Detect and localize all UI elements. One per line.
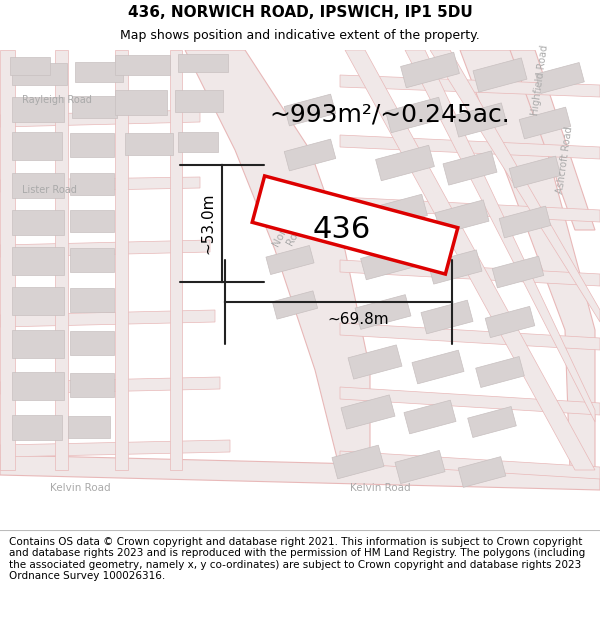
- Polygon shape: [519, 107, 571, 139]
- Polygon shape: [0, 177, 200, 192]
- Polygon shape: [12, 247, 64, 275]
- Polygon shape: [115, 50, 128, 470]
- Text: Rayleigh Road: Rayleigh Road: [22, 95, 92, 105]
- Polygon shape: [12, 173, 64, 198]
- Polygon shape: [453, 103, 507, 137]
- Polygon shape: [70, 173, 114, 195]
- Text: Ashcroft Road: Ashcroft Road: [556, 126, 575, 194]
- Polygon shape: [0, 240, 210, 257]
- Polygon shape: [332, 445, 384, 479]
- Polygon shape: [0, 377, 220, 394]
- Polygon shape: [70, 288, 114, 312]
- Polygon shape: [70, 373, 114, 397]
- Polygon shape: [340, 323, 600, 350]
- Polygon shape: [115, 55, 170, 75]
- Polygon shape: [12, 63, 67, 85]
- Polygon shape: [70, 248, 114, 272]
- Polygon shape: [284, 139, 336, 171]
- Polygon shape: [376, 145, 434, 181]
- Polygon shape: [12, 372, 64, 400]
- Polygon shape: [170, 50, 182, 470]
- Polygon shape: [340, 135, 600, 159]
- Polygon shape: [492, 256, 544, 288]
- Polygon shape: [368, 194, 427, 230]
- Polygon shape: [185, 50, 370, 470]
- Polygon shape: [412, 350, 464, 384]
- Text: ~69.8m: ~69.8m: [328, 312, 389, 328]
- Polygon shape: [421, 300, 473, 334]
- Polygon shape: [401, 52, 460, 88]
- Polygon shape: [536, 62, 584, 94]
- Text: ~53.0m: ~53.0m: [200, 192, 215, 254]
- Polygon shape: [476, 356, 524, 388]
- Text: Highfield Road: Highfield Road: [530, 44, 550, 116]
- Polygon shape: [404, 400, 456, 434]
- Polygon shape: [12, 287, 64, 315]
- Polygon shape: [70, 210, 114, 232]
- Polygon shape: [348, 345, 402, 379]
- Polygon shape: [266, 246, 314, 274]
- Text: 436, NORWICH ROAD, IPSWICH, IP1 5DU: 436, NORWICH ROAD, IPSWICH, IP1 5DU: [128, 5, 472, 20]
- Polygon shape: [12, 330, 64, 358]
- Polygon shape: [125, 133, 173, 155]
- Polygon shape: [510, 50, 595, 230]
- Polygon shape: [252, 176, 458, 274]
- Text: Kelvin Road: Kelvin Road: [350, 483, 410, 493]
- Polygon shape: [0, 440, 230, 457]
- Polygon shape: [485, 306, 535, 338]
- Polygon shape: [12, 415, 62, 440]
- Polygon shape: [499, 206, 551, 238]
- Text: 436: 436: [313, 216, 371, 244]
- Polygon shape: [12, 97, 64, 122]
- Polygon shape: [340, 75, 600, 97]
- Polygon shape: [72, 96, 117, 118]
- Polygon shape: [12, 210, 64, 235]
- Polygon shape: [55, 50, 68, 470]
- Polygon shape: [70, 133, 114, 157]
- Polygon shape: [509, 156, 561, 188]
- Polygon shape: [70, 331, 114, 355]
- Polygon shape: [340, 451, 600, 479]
- Polygon shape: [340, 197, 600, 222]
- Polygon shape: [443, 151, 497, 185]
- Polygon shape: [286, 201, 334, 229]
- Polygon shape: [430, 50, 600, 322]
- Polygon shape: [12, 132, 62, 160]
- Polygon shape: [355, 294, 411, 329]
- Polygon shape: [428, 250, 482, 284]
- Polygon shape: [460, 50, 595, 470]
- Polygon shape: [75, 62, 123, 82]
- Polygon shape: [341, 395, 395, 429]
- Polygon shape: [473, 58, 527, 92]
- Polygon shape: [178, 132, 218, 152]
- Polygon shape: [272, 291, 317, 319]
- Polygon shape: [340, 260, 600, 286]
- Polygon shape: [68, 416, 110, 438]
- Polygon shape: [284, 94, 336, 126]
- Polygon shape: [0, 310, 215, 327]
- Text: Kelvin Road: Kelvin Road: [50, 483, 110, 493]
- Text: Lister Road: Lister Road: [22, 185, 77, 195]
- Text: Contains OS data © Crown copyright and database right 2021. This information is : Contains OS data © Crown copyright and d…: [9, 537, 585, 581]
- Polygon shape: [386, 98, 445, 132]
- Text: Map shows position and indicative extent of the property.: Map shows position and indicative extent…: [120, 29, 480, 42]
- Polygon shape: [458, 457, 506, 488]
- Polygon shape: [0, 455, 600, 490]
- Polygon shape: [340, 387, 600, 415]
- Text: ~993m²/~0.245ac.: ~993m²/~0.245ac.: [269, 103, 511, 127]
- Polygon shape: [361, 244, 419, 280]
- Polygon shape: [435, 200, 489, 234]
- Polygon shape: [175, 90, 223, 112]
- Polygon shape: [178, 54, 228, 72]
- Polygon shape: [10, 57, 50, 75]
- Polygon shape: [345, 50, 595, 470]
- Polygon shape: [405, 50, 595, 422]
- Polygon shape: [467, 406, 517, 437]
- Polygon shape: [395, 451, 445, 484]
- Polygon shape: [0, 50, 15, 470]
- Text: Norwich
Road: Norwich Road: [271, 206, 310, 254]
- Polygon shape: [115, 90, 167, 115]
- Polygon shape: [0, 110, 200, 127]
